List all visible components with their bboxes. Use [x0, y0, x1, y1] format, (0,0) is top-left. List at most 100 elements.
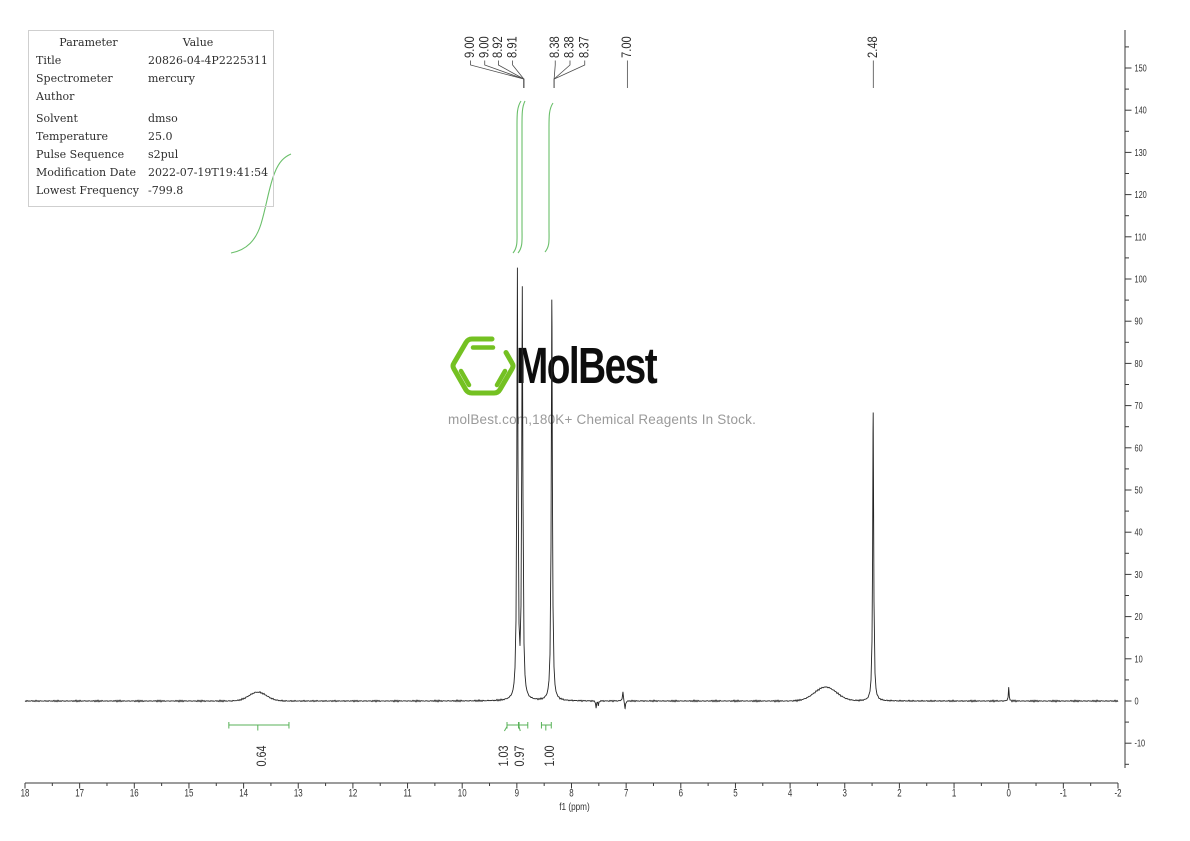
integral-bracket: [540, 722, 552, 729]
table-row-modification-date: Modification Date 2022-07-19T19:41:54: [29, 164, 273, 182]
peak-chemical-shift-label: 8.38: [547, 36, 562, 58]
watermark-logo-row: MolBest: [448, 331, 748, 401]
x-tick-label: 8: [569, 787, 573, 800]
parameter-table: Parameter Value Title 20826-04-4P2225311…: [28, 30, 274, 207]
integral-curve: [230, 153, 292, 254]
x-tick-label: 0: [1006, 787, 1010, 800]
row-value: -799.8: [148, 184, 184, 197]
y-tick-label: 70: [1135, 400, 1143, 412]
parameter-table-header: Parameter Value: [29, 34, 273, 52]
peak-chemical-shift-label: 8.38: [562, 36, 577, 58]
x-tick-label: 5: [733, 787, 737, 800]
row-label: Temperature: [36, 130, 109, 143]
integral-value-label: 1.03: [496, 745, 511, 766]
x-tick-label: 11: [403, 787, 411, 800]
x-tick-label: 3: [843, 787, 847, 800]
y-tick-label: 110: [1135, 231, 1147, 243]
table-row-lowest-frequency: Lowest Frequency -799.8: [29, 182, 273, 200]
peak-leader-line: [553, 60, 571, 88]
y-tick-label: 130: [1135, 147, 1147, 159]
x-tick-label: 6: [679, 787, 683, 800]
x-tick-label: 4: [788, 787, 793, 800]
peak-chemical-shift-label: 9.00: [476, 36, 491, 58]
row-value: s2pul: [148, 148, 179, 161]
integral-curves: [230, 100, 554, 254]
row-label: Author: [36, 90, 75, 103]
peak-leader-line: [553, 60, 586, 88]
integral-label-connector: [503, 726, 508, 732]
x-tick-label: 18: [21, 787, 30, 800]
y-tick-label: 80: [1135, 358, 1143, 370]
integral-curve: [512, 100, 522, 254]
table-row-spectrometer: Spectrometer mercury: [29, 70, 273, 88]
row-label: Spectrometer: [36, 72, 113, 85]
peak-chemical-shift-label: 8.37: [576, 36, 591, 58]
y-tick-label: 150: [1135, 62, 1147, 74]
y-tick-label: 120: [1135, 189, 1147, 201]
peak-leader-line: [512, 60, 525, 88]
benzene-hexagon-icon: [450, 336, 516, 396]
peak-chemical-shift-label: 2.48: [865, 36, 880, 58]
row-label: Modification Date: [36, 166, 136, 179]
peak-chemical-shift-label: 8.91: [504, 36, 519, 58]
x-axis-title: f1 (ppm): [559, 800, 589, 812]
y-tick-label: 90: [1135, 315, 1143, 327]
table-row-solvent: Solvent dmso: [29, 110, 273, 128]
peak-chemical-shift-label: 9.00: [462, 36, 477, 58]
row-value: 2022-07-19T19:41:54: [148, 166, 269, 179]
x-tick-label: 17: [75, 787, 84, 800]
integral-regions: 0.64 1.03 0.97 1.00: [228, 722, 557, 767]
integral-bracket: [506, 722, 519, 729]
y-tick-label: 30: [1135, 569, 1143, 581]
spectrum-trace: [24, 267, 1119, 710]
y-tick-label: 140: [1135, 104, 1147, 116]
y-tick-label: 20: [1135, 611, 1143, 623]
row-label: Solvent: [36, 112, 78, 125]
x-tick-label: 10: [458, 787, 467, 800]
x-tick-label: 9: [515, 787, 519, 800]
integral-value-label: 1.00: [542, 745, 557, 766]
table-row-title: Title 20826-04-4P2225311: [29, 52, 273, 70]
peak-chemical-shift-label: 8.92: [490, 36, 505, 58]
y-axis: -10 0 10 20 30 40 50 60 70 80 90 100 110 120 130 140 150: [1124, 30, 1147, 768]
x-tick-label: 2: [897, 787, 901, 800]
y-tick-label: -10: [1135, 737, 1146, 749]
row-label: Title: [36, 54, 62, 67]
molbest-watermark: MolBest molBest.com,180K+ Chemical Reage…: [448, 331, 757, 427]
x-tick-label: 12: [348, 787, 357, 800]
integral-curve: [544, 102, 554, 253]
row-value: 20826-04-4P2225311: [148, 54, 268, 67]
integral-label-connector: [518, 726, 521, 732]
table-row-temperature: Temperature 25.0: [29, 128, 273, 146]
x-tick-label: 14: [239, 787, 248, 800]
x-tick-label: 13: [294, 787, 303, 800]
row-label: Pulse Sequence: [36, 148, 125, 161]
y-tick-label: 0: [1135, 695, 1139, 707]
table-row-author: Author: [29, 88, 273, 106]
integral-value-label: 0.64: [254, 745, 269, 766]
x-tick-label: 15: [185, 787, 194, 800]
y-tick-label: 10: [1135, 653, 1143, 665]
y-tick-label: 50: [1135, 484, 1143, 496]
x-tick-label: -1: [1060, 787, 1067, 800]
table-header-parameter: Parameter: [59, 36, 118, 49]
row-value: dmso: [148, 112, 178, 125]
row-label: Lowest Frequency: [36, 184, 139, 197]
integral-curve: [517, 100, 526, 254]
x-tick-label: 1: [952, 787, 956, 800]
row-value: 25.0: [148, 130, 173, 143]
x-tick-label: 7: [624, 787, 628, 800]
row-value: [148, 88, 273, 106]
integral-value-label: 0.97: [512, 745, 527, 766]
integral-bracket: [228, 722, 290, 729]
watermark-logo-text: MolBest: [516, 337, 658, 394]
table-header-value: Value: [182, 36, 214, 49]
y-tick-label: 60: [1135, 442, 1143, 454]
y-tick-label: 100: [1135, 273, 1147, 285]
watermark-tagline: molBest.com,180K+ Chemical Reagents In S…: [448, 412, 757, 427]
x-tick-label: 16: [130, 787, 139, 800]
peak-labels: 9.009.008.928.91 8.38 8.38 8.37 7.00 2.48: [462, 36, 880, 88]
